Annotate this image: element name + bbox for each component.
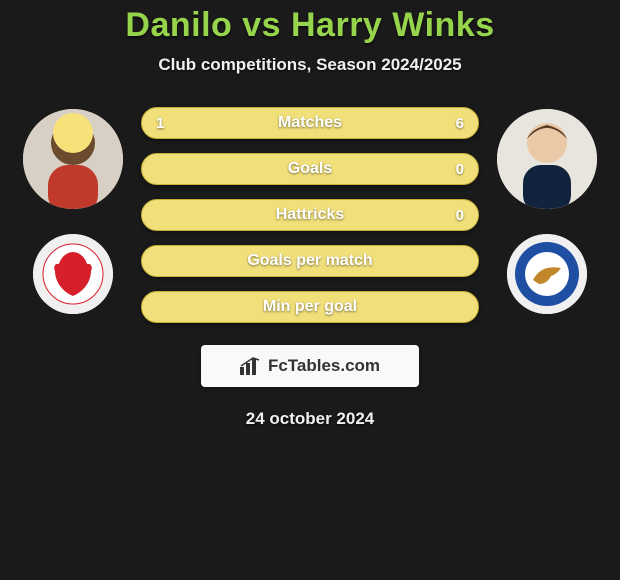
stat-right-value: 6	[456, 108, 464, 138]
stat-right-value: 0	[456, 154, 464, 184]
stat-label: Hattricks	[142, 206, 478, 224]
stats-column: 1 Matches 6 Goals 0 Hattricks 0 Goals pe…	[141, 105, 479, 323]
page-title: Danilo vs Harry Winks	[0, 6, 620, 45]
stat-left-value: 1	[156, 108, 164, 138]
columns: 1 Matches 6 Goals 0 Hattricks 0 Goals pe…	[0, 105, 620, 323]
snapshot-date: 24 october 2024	[0, 409, 620, 429]
player-right-avatar	[497, 109, 597, 209]
comparison-card: Danilo vs Harry Winks Club competitions,…	[0, 0, 620, 429]
stat-right-value: 0	[456, 200, 464, 230]
stat-row: 1 Matches 6	[141, 107, 479, 139]
left-side	[13, 105, 133, 314]
club-badge-icon	[33, 234, 113, 314]
club-right-badge	[507, 234, 587, 314]
branding-badge: FcTables.com	[201, 345, 419, 387]
stat-label: Min per goal	[142, 298, 478, 316]
stat-row: Goals per match	[141, 245, 479, 277]
club-left-badge	[33, 234, 113, 314]
stat-label: Goals	[142, 160, 478, 178]
avatar-placeholder-icon	[497, 109, 597, 209]
stat-row: Hattricks 0	[141, 199, 479, 231]
avatar-placeholder-icon	[23, 109, 123, 209]
stat-label: Matches	[142, 114, 478, 132]
branding-text: FcTables.com	[268, 356, 380, 376]
club-badge-icon	[507, 234, 587, 314]
season-subtitle: Club competitions, Season 2024/2025	[0, 55, 620, 75]
stat-row: Min per goal	[141, 291, 479, 323]
right-side	[487, 105, 607, 314]
stat-label: Goals per match	[142, 252, 478, 270]
chart-icon	[240, 357, 262, 375]
stat-row: Goals 0	[141, 153, 479, 185]
player-left-avatar	[23, 109, 123, 209]
